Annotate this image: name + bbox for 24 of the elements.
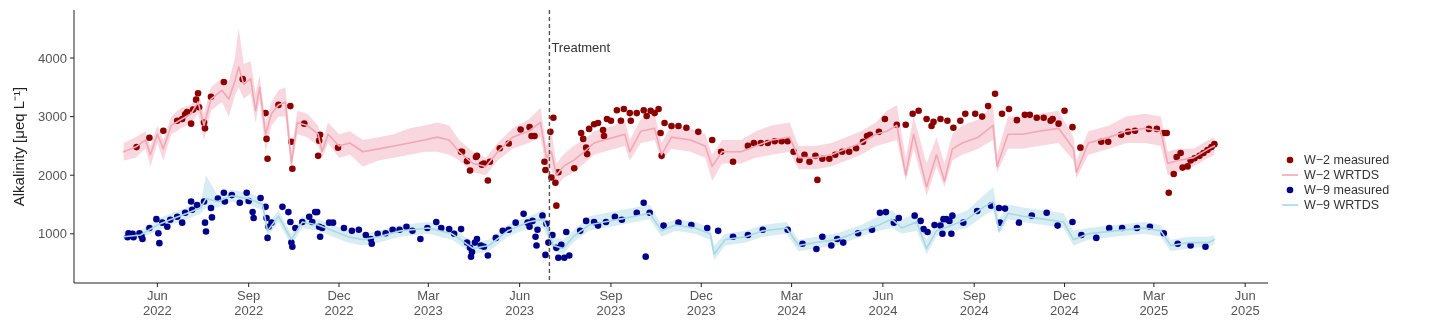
x-tick-label: Jun 2024 <box>868 288 898 318</box>
line-series <box>122 66 1216 188</box>
legend-label: W−2 measured <box>1304 153 1390 168</box>
y-axis-title: Alkalinity [μeq L⁻¹] <box>10 86 27 207</box>
x-tick-label: Sep 2023 <box>596 288 626 318</box>
y-tick-label: 4000 <box>38 50 67 66</box>
x-tick-label: Dec 2024 <box>1050 288 1079 318</box>
legend-label: W−9 measured <box>1304 183 1390 198</box>
x-tick-label: Jun 2023 <box>505 288 535 318</box>
x-tick-label: Jun 2022 <box>142 288 172 318</box>
y-tick-label: 1000 <box>38 226 67 242</box>
legend-label: W−2 WRTDS <box>1304 168 1380 183</box>
x-tick-label: Sep 2022 <box>234 288 264 318</box>
x-tick-label: Mar 2024 <box>777 288 807 318</box>
legend-label: W−9 WRTDS <box>1304 198 1380 213</box>
x-tick-label: Mar 2023 <box>413 288 443 318</box>
x-tick-label: Dec 2022 <box>324 288 354 318</box>
x-tick-label: Sep 2024 <box>959 288 989 318</box>
y-tick-label: 2000 <box>38 167 67 183</box>
ref-line-label: Treatment <box>551 40 611 55</box>
x-tick-label: Dec 2023 <box>686 288 716 318</box>
x-tick-label: Mar 2025 <box>1139 288 1169 318</box>
y-tick-label: 3000 <box>38 109 67 125</box>
x-tick-label: Jun 2025 <box>1230 288 1260 318</box>
